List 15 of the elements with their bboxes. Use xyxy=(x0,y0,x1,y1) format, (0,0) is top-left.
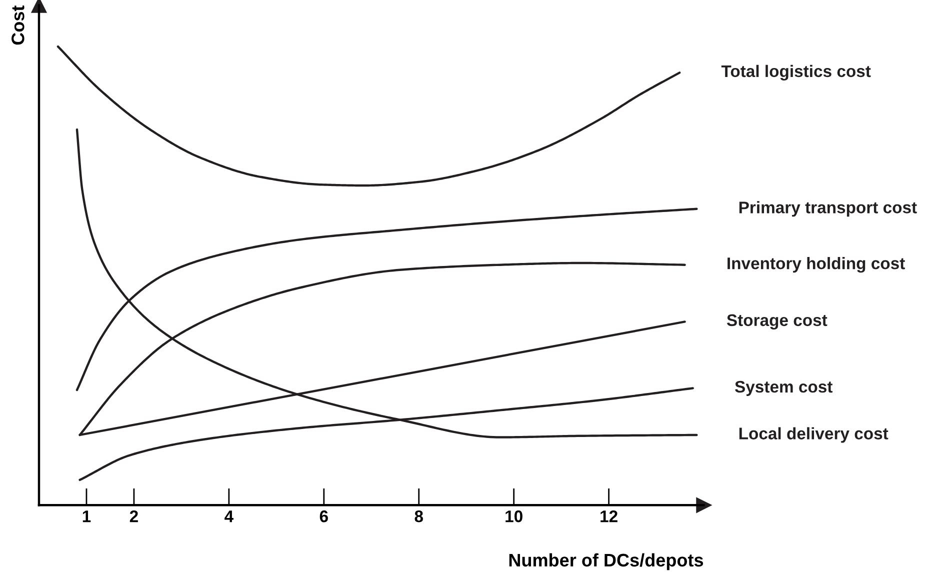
x-axis-title: Number of DCs/depots xyxy=(509,553,704,570)
x-tick-label: 2 xyxy=(130,510,138,522)
y-axis-title: Cost xyxy=(12,5,24,45)
x-tick-label: 4 xyxy=(224,510,234,522)
text: Local delivery cost xyxy=(739,427,888,443)
x-tick-label: 1 xyxy=(82,510,91,522)
x-tick-label: 8 xyxy=(414,510,423,522)
text: System cost xyxy=(735,380,833,396)
text: Total logistics cost xyxy=(721,64,871,80)
text: Storage cost xyxy=(726,314,828,330)
text: Primary transport cost xyxy=(739,201,917,217)
x-tick-label: 6 xyxy=(320,510,328,522)
x-tick-label: 10 xyxy=(506,510,522,522)
x-tick-label: 12 xyxy=(600,510,618,522)
text: Inventory holding cost xyxy=(728,257,905,273)
